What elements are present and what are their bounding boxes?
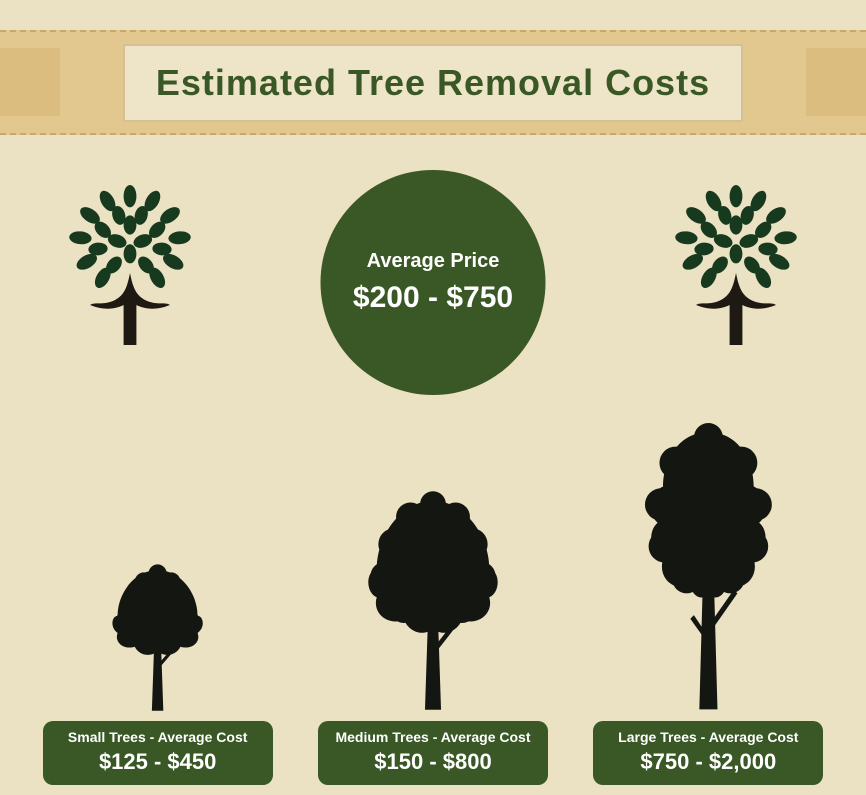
cost-pill-medium: Medium Trees - Average Cost $150 - $800 [318,721,548,785]
title-banner: Estimated Tree Removal Costs [0,30,866,135]
category-small: Small Trees - Average Cost $125 - $450 [33,553,283,785]
title-card: Estimated Tree Removal Costs [123,44,743,122]
tree-icon [604,423,813,713]
cost-pill-large: Large Trees - Average Cost $750 - $2,000 [593,721,823,785]
cost-label: Medium Trees - Average Cost [324,729,542,745]
cost-label: Large Trees - Average Cost [599,729,817,745]
cost-pill-small: Small Trees - Average Cost $125 - $450 [43,721,273,785]
tree-icon [352,488,514,713]
tree-silhouette-small [100,553,215,713]
category-row: Small Trees - Average Cost $125 - $450 [0,405,866,785]
leafy-tree-icon [50,177,210,353]
tree-icon [100,553,215,713]
average-price-circle: Average Price $200 - $750 [321,170,546,395]
banner-tab-left [0,48,60,116]
leafy-tree-icon [656,177,816,353]
summary-row: Average Price $200 - $750 [0,170,866,400]
cost-value: $125 - $450 [49,749,267,775]
cost-value: $750 - $2,000 [599,749,817,775]
average-price-label: Average Price [367,250,500,273]
cost-value: $150 - $800 [324,749,542,775]
category-medium: Medium Trees - Average Cost $150 - $800 [308,488,558,785]
tree-silhouette-large [604,423,813,713]
average-price-value: $200 - $750 [353,281,513,315]
tree-silhouette-medium [352,488,514,713]
decorative-tree-left [50,177,210,358]
cost-label: Small Trees - Average Cost [49,729,267,745]
banner-tab-right [806,48,866,116]
page-title: Estimated Tree Removal Costs [156,62,710,104]
decorative-tree-right [656,177,816,358]
category-large: Large Trees - Average Cost $750 - $2,000 [583,423,833,785]
